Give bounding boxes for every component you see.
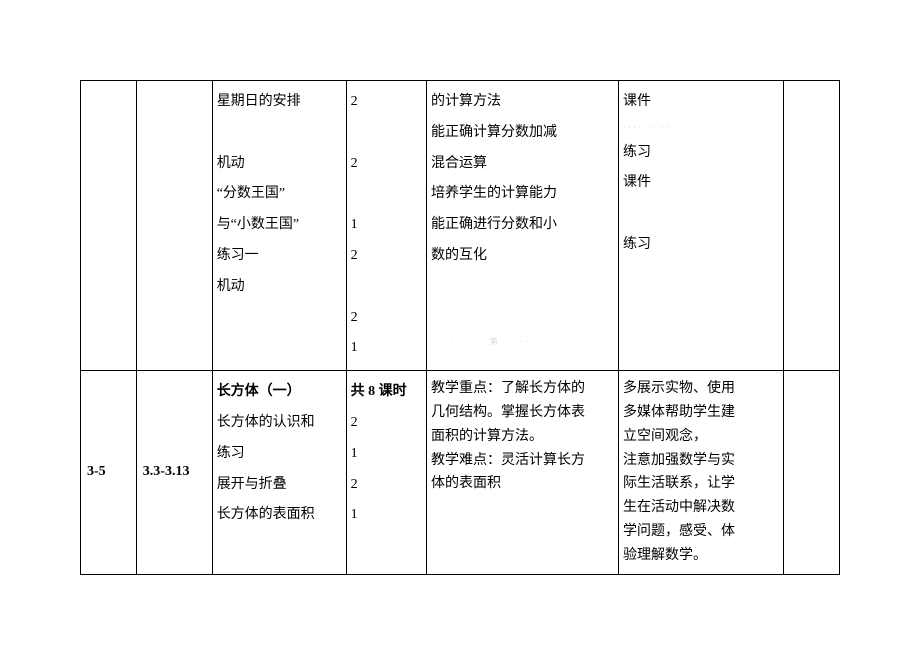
cell-resource: 多展示实物、使用 多媒体帮助学生建 立空间观念， 注意加强数学与实 际生活联系，… (618, 371, 783, 574)
content-line: 机动 (217, 272, 342, 303)
goal-line: 的计算方法 (431, 87, 614, 118)
goal-line: 能正确进行分数和小 (431, 210, 614, 241)
cell-goals: 的计算方法 能正确计算分数加减 混合运算 培养学生的计算能力 能正确进行分数和小… (426, 81, 618, 371)
watermark: ···· 第 ·· (451, 333, 614, 351)
cell-hours: 2 2 1 2 2 1 (346, 81, 426, 371)
hours-line (351, 118, 422, 149)
watermark: ···· · ·· (623, 118, 779, 138)
content-line (217, 118, 342, 149)
goal-line: 能正确计算分数加减 (431, 118, 614, 149)
cell-date: 3.3-3.13 (136, 371, 212, 574)
table: 星期日的安排 机动 “分数王国” 与“小数王国” 练习一 机动 2 2 1 2 … (80, 80, 840, 575)
goal-line: 混合运算 (431, 149, 614, 180)
content-line: 与“小数王国” (217, 210, 342, 241)
hours-title: 共 8 课时 (351, 377, 422, 408)
hours-line: 2 (351, 149, 422, 180)
content-line: 练习 (217, 439, 342, 470)
hours-line: 1 (351, 500, 422, 531)
hours-line: 2 (351, 87, 422, 118)
resource-line: 多展示实物、使用 (623, 377, 779, 401)
hours-line: 2 (351, 470, 422, 501)
cell-goals: 教学重点：了解长方体的 几何结构。掌握长方体表 面积的计算方法。 教学难点：灵活… (426, 371, 618, 574)
cell-week (81, 81, 137, 371)
cell-date (136, 81, 212, 371)
hours-line: 2 (351, 241, 422, 272)
content-line: “分数王国” (217, 179, 342, 210)
resource-line: 课件 (623, 87, 779, 118)
goal-line: 教学重点：了解长方体的 (431, 377, 614, 401)
cell-empty (784, 371, 840, 574)
lesson-plan-table: 星期日的安排 机动 “分数王国” 与“小数王国” 练习一 机动 2 2 1 2 … (80, 80, 840, 575)
table-row: 星期日的安排 机动 “分数王国” 与“小数王国” 练习一 机动 2 2 1 2 … (81, 81, 840, 371)
table-row: 3-5 3.3-3.13 长方体（一） 长方体的认识和 练习 展开与折叠 长方体… (81, 371, 840, 574)
goal-line: 几何结构。掌握长方体表 (431, 401, 614, 425)
resource-line: 多媒体帮助学生建 (623, 401, 779, 425)
resource-line: 学问题，感受、体 (623, 520, 779, 544)
hours-line: 1 (351, 210, 422, 241)
cell-week: 3-5 (81, 371, 137, 574)
resource-line: 际生活联系，让学 (623, 472, 779, 496)
hours-line (351, 272, 422, 303)
resource-line: 课件 (623, 168, 779, 199)
content-title: 长方体（一） (217, 377, 342, 408)
goal-line (431, 272, 614, 303)
resource-line: 生在活动中解决数 (623, 496, 779, 520)
cell-empty (784, 81, 840, 371)
goal-line (431, 303, 614, 334)
resource-line: 立空间观念， (623, 425, 779, 449)
hours-line (351, 179, 422, 210)
goal-line: 体的表面积 (431, 472, 614, 496)
goal-line: 面积的计算方法。 (431, 425, 614, 449)
cell-resource: 课件 ···· · ·· 练习 课件 练习 (618, 81, 783, 371)
content-line: 练习一 (217, 241, 342, 272)
hours-line: 1 (351, 439, 422, 470)
content-line: 展开与折叠 (217, 470, 342, 501)
goal-line: 培养学生的计算能力 (431, 179, 614, 210)
goal-line: 教学难点：灵活计算长方 (431, 449, 614, 473)
cell-hours: 共 8 课时 2 1 2 1 (346, 371, 426, 574)
resource-line: 验理解数学。 (623, 544, 779, 568)
resource-line: 练习 (623, 138, 779, 169)
goal-line: 数的互化 (431, 241, 614, 272)
content-line: 长方体的认识和 (217, 408, 342, 439)
content-line: 长方体的表面积 (217, 500, 342, 531)
hours-line: 2 (351, 408, 422, 439)
hours-line: 2 (351, 303, 422, 334)
content-line: 机动 (217, 149, 342, 180)
resource-line (623, 199, 779, 230)
cell-content: 星期日的安排 机动 “分数王国” 与“小数王国” 练习一 机动 (212, 81, 346, 371)
hours-line: 1 (351, 333, 422, 364)
content-line: 星期日的安排 (217, 87, 342, 118)
resource-line: 注意加强数学与实 (623, 449, 779, 473)
cell-content: 长方体（一） 长方体的认识和 练习 展开与折叠 长方体的表面积 (212, 371, 346, 574)
resource-line: 练习 (623, 230, 779, 261)
